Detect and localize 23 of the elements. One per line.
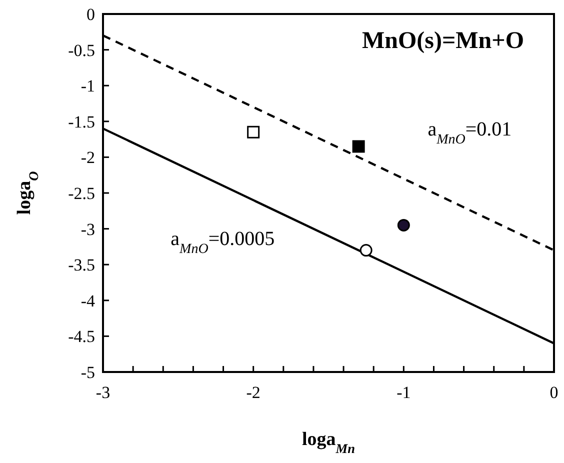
x-axis-title: loga$_{Mn}$ — [302, 429, 355, 456]
x-tick-label: -3 — [96, 383, 110, 402]
point — [360, 244, 372, 257]
y-tick-label: -3 — [80, 220, 95, 239]
x-tick-label: -1 — [396, 383, 411, 402]
x-tick-label: -2 — [246, 383, 260, 402]
point — [397, 218, 410, 232]
point — [352, 140, 365, 153]
y-tick-label: -0.5 — [68, 40, 95, 60]
x-tick-label: 0 — [550, 383, 558, 402]
y-tick-label: -4.5 — [68, 327, 95, 346]
y-tick-label: -2 — [80, 148, 95, 168]
y-tick-label: 0 — [86, 5, 95, 24]
y-tick-label: -3.5 — [68, 256, 95, 275]
point — [247, 126, 260, 138]
y-tick-label: -1 — [80, 76, 95, 96]
y-tick-label: -4 — [80, 291, 96, 310]
annotation: a$_{MnO}$=0.0005 — [170, 228, 275, 256]
y-tick-label: -1.5 — [68, 112, 95, 132]
annotation: a$_{MnO}$=0.01 — [428, 118, 512, 148]
y-tick-label: -5 — [80, 363, 95, 382]
text: MnO(s)=Mn+O — [362, 28, 524, 54]
y-tick-label: -2.5 — [68, 184, 95, 203]
